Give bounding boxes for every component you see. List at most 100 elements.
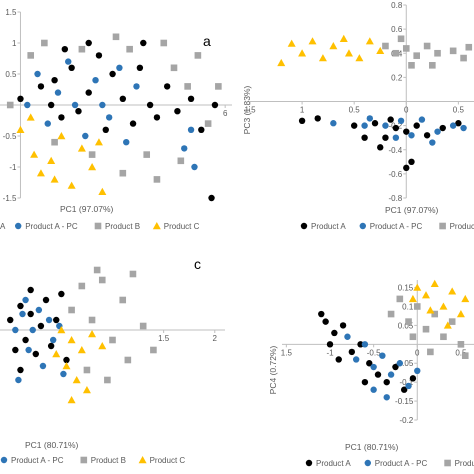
y-tick-label: 1.5: [5, 8, 17, 17]
panel-b: 1.510.500.50.80.60.40.2-0.2-0.4-0.6-0.8P…: [242, 1, 474, 231]
data-point: [119, 296, 127, 304]
panel-a: 6 1.5 1 0.5 -0.5 -1 -1.5 PC1 (97.07%) a A Product …: [0, 8, 232, 231]
data-point: [12, 326, 19, 334]
data-point: [112, 33, 120, 41]
legend-marker: [300, 222, 308, 230]
data-point: [52, 350, 61, 358]
data-point: [58, 114, 65, 121]
data-point: [277, 58, 286, 67]
y-tick-label: -1.5: [3, 194, 17, 203]
legend-entry: Product B: [450, 222, 474, 231]
data-point: [387, 310, 395, 318]
y-tick-label: 0.05: [398, 321, 414, 330]
data-point: [383, 378, 390, 386]
x-tick-label: 0.5: [349, 106, 361, 115]
data-point: [27, 310, 34, 318]
data-point: [422, 325, 430, 333]
data-point: [68, 64, 75, 72]
data-point: [109, 336, 116, 344]
data-point: [57, 132, 66, 140]
data-point: [16, 125, 25, 133]
x-tick-label: 0: [415, 348, 420, 357]
data-point: [71, 101, 79, 109]
data-point: [331, 329, 338, 337]
data-point: [409, 333, 417, 341]
data-point: [434, 128, 441, 135]
data-point: [37, 322, 45, 330]
data-point: [133, 83, 140, 90]
data-point: [75, 108, 82, 115]
legend-marker: [138, 456, 147, 464]
series-product-c: [16, 113, 107, 195]
data-point: [27, 286, 34, 294]
data-point: [32, 350, 39, 358]
data-point: [123, 139, 130, 146]
data-point: [382, 134, 389, 141]
data-point: [17, 95, 24, 103]
data-point: [85, 39, 92, 47]
data-point: [105, 114, 113, 121]
data-point: [194, 52, 202, 59]
data-point: [102, 126, 109, 133]
data-point: [329, 42, 338, 50]
data-point: [65, 58, 72, 65]
data-point: [191, 163, 198, 171]
data-point: [361, 134, 368, 141]
legend-entry: Product A - PC: [375, 459, 428, 468]
legend-marker: [80, 456, 88, 464]
data-point: [187, 126, 195, 133]
data-point: [403, 164, 410, 172]
x-axis-label: PC1 (97.07%): [60, 204, 114, 214]
data-point: [98, 187, 107, 195]
data-point: [387, 371, 395, 378]
legend-entry: Product A - PC: [370, 222, 423, 231]
data-point: [409, 375, 417, 382]
x-tick-label: 1.5: [281, 348, 293, 357]
data-point: [6, 101, 14, 109]
data-point: [429, 139, 436, 146]
data-point: [139, 322, 147, 330]
data-point: [350, 122, 358, 129]
data-point: [392, 124, 400, 132]
data-point: [376, 46, 385, 55]
data-point: [39, 362, 47, 370]
data-point: [396, 360, 404, 367]
data-point: [413, 303, 421, 310]
data-point: [63, 356, 70, 364]
data-point: [47, 101, 55, 109]
data-point: [348, 348, 356, 356]
y-axis-label: PC3 (1.83%): [242, 86, 252, 135]
data-point: [426, 306, 435, 314]
data-point: [25, 346, 32, 354]
data-point: [382, 122, 389, 129]
data-point: [440, 333, 447, 341]
data-point: [211, 101, 219, 109]
data-point: [177, 157, 185, 165]
data-point: [51, 138, 58, 146]
legend-marker: [364, 459, 371, 467]
data-point: [62, 362, 71, 370]
data-point: [104, 376, 111, 384]
legend-marker: [94, 222, 102, 230]
data-point: [82, 132, 89, 140]
legend-marker: [305, 459, 313, 467]
y-tick-label: 0.5: [5, 70, 17, 79]
data-point: [370, 386, 377, 393]
data-point: [287, 39, 296, 47]
data-point: [408, 132, 415, 139]
legend-entry: Product B: [105, 222, 140, 231]
data-point: [44, 120, 51, 127]
data-point: [67, 396, 76, 404]
data-point: [427, 348, 434, 356]
data-point: [460, 54, 467, 62]
data-point: [371, 120, 379, 127]
data-point: [379, 352, 386, 359]
data-point: [322, 318, 329, 325]
data-point: [94, 138, 103, 146]
data-point: [129, 120, 137, 127]
series-product-a: [17, 39, 219, 202]
x-tick-label: 1: [300, 106, 305, 115]
data-point: [72, 376, 81, 384]
data-point: [402, 45, 410, 52]
y-tick-label: -0.1: [399, 378, 413, 387]
